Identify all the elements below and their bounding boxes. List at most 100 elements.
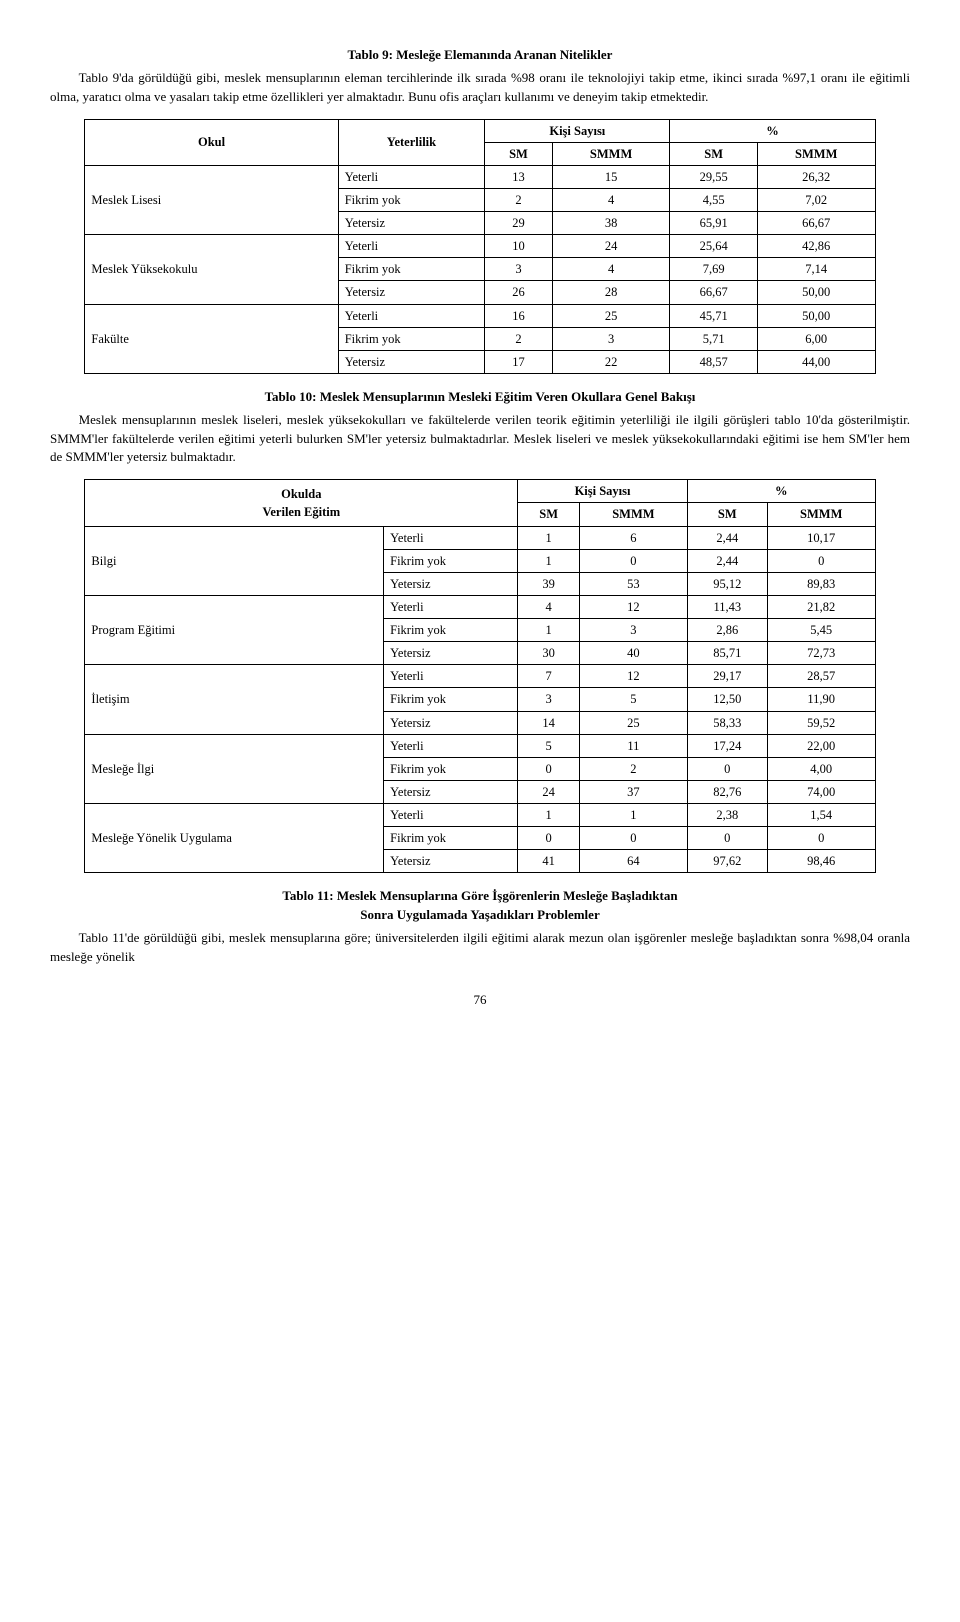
cell: 97,62 (687, 850, 767, 873)
cell: Yeterli (338, 235, 485, 258)
table-row: Mesleğe Yönelik UygulamaYeterli112,381,5… (85, 804, 875, 827)
cell: 2,38 (687, 804, 767, 827)
cell: 2 (485, 188, 553, 211)
cell: 89,83 (767, 572, 875, 595)
cell: 7,14 (757, 258, 875, 281)
cell: 66,67 (757, 212, 875, 235)
cell: 95,12 (687, 572, 767, 595)
cell: 64 (580, 850, 688, 873)
cell: 6,00 (757, 327, 875, 350)
cell: Fikrim yok (384, 619, 518, 642)
t2-hdr-sm: SM (518, 503, 580, 526)
cell: 38 (552, 212, 670, 235)
cell: 14 (518, 711, 580, 734)
cell: Yetersiz (338, 212, 485, 235)
cell: 53 (580, 572, 688, 595)
t2-hdr-smmm: SMMM (580, 503, 688, 526)
cell: Yeterli (384, 804, 518, 827)
cell: 12 (580, 665, 688, 688)
cell: 10 (485, 235, 553, 258)
cell: 4 (552, 258, 670, 281)
table-row: İletişimYeterli71229,1728,57 (85, 665, 875, 688)
cell: Yetersiz (384, 850, 518, 873)
cell: 30 (518, 642, 580, 665)
table-10: Okul Yeterlilik Kişi Sayısı % SM SMMM SM… (84, 119, 875, 374)
cell: 1 (518, 526, 580, 549)
cell: 98,46 (767, 850, 875, 873)
cell: 50,00 (757, 281, 875, 304)
cell: 13 (485, 165, 553, 188)
cell: 2,86 (687, 619, 767, 642)
cell: 41 (518, 850, 580, 873)
cell: Yeterli (384, 526, 518, 549)
cell: 40 (580, 642, 688, 665)
cell: Fikrim yok (338, 327, 485, 350)
cell: Yeterli (384, 595, 518, 618)
cell: 21,82 (767, 595, 875, 618)
cell: 12,50 (687, 688, 767, 711)
cell: 39 (518, 572, 580, 595)
t2-hdr-smmm2: SMMM (767, 503, 875, 526)
cell: 24 (518, 780, 580, 803)
cell: 15 (552, 165, 670, 188)
t2-hdr-col1: Okulda Verilen Eğitim (85, 480, 518, 526)
cell: Yetersiz (338, 350, 485, 373)
cell: 2 (485, 327, 553, 350)
t1-hdr-sm2: SM (670, 142, 757, 165)
paragraph-2: Meslek mensuplarının meslek liseleri, me… (50, 411, 910, 468)
t1-hdr-kisi: Kişi Sayısı (485, 119, 670, 142)
cell: 0 (580, 827, 688, 850)
cell: 16 (485, 304, 553, 327)
cell: 58,33 (687, 711, 767, 734)
cell: 5,71 (670, 327, 757, 350)
cell: Yetersiz (338, 281, 485, 304)
group-name: Program Eğitimi (85, 595, 384, 664)
cell: Fikrim yok (384, 757, 518, 780)
cell: 65,91 (670, 212, 757, 235)
cell: 12 (580, 595, 688, 618)
cell: 2 (580, 757, 688, 780)
cell: 0 (767, 549, 875, 572)
cell: 44,00 (757, 350, 875, 373)
cell: 26 (485, 281, 553, 304)
cell: 0 (687, 757, 767, 780)
cell: 0 (518, 757, 580, 780)
cell: 3 (552, 327, 670, 350)
table-11: Okulda Verilen Eğitim Kişi Sayısı % SM S… (84, 479, 875, 873)
cell: 29,17 (687, 665, 767, 688)
cell: 4 (518, 595, 580, 618)
cell: 3 (485, 258, 553, 281)
cell: 45,71 (670, 304, 757, 327)
paragraph-3: Tablo 11'de görüldüğü gibi, meslek mensu… (50, 929, 910, 967)
cell: 24 (552, 235, 670, 258)
cell: 4 (552, 188, 670, 211)
cell: 0 (767, 827, 875, 850)
cell: 42,86 (757, 235, 875, 258)
group-name: Meslek Yüksekokulu (85, 235, 338, 304)
cell: 29,55 (670, 165, 757, 188)
cell: 4,55 (670, 188, 757, 211)
cell: 22,00 (767, 734, 875, 757)
t1-hdr-sm: SM (485, 142, 553, 165)
cell: 11,90 (767, 688, 875, 711)
cell: 11,43 (687, 595, 767, 618)
cell: 1 (518, 549, 580, 572)
cell: 5,45 (767, 619, 875, 642)
cell: 59,52 (767, 711, 875, 734)
cell: Fikrim yok (338, 188, 485, 211)
t1-hdr-smmm2: SMMM (757, 142, 875, 165)
cell: 50,00 (757, 304, 875, 327)
cell: 17,24 (687, 734, 767, 757)
cell: 82,76 (687, 780, 767, 803)
t1-hdr-pct: % (670, 119, 875, 142)
cell: 28 (552, 281, 670, 304)
table-9-title: Tablo 9: Mesleğe Elemanında Aranan Nitel… (50, 46, 910, 65)
cell: 3 (518, 688, 580, 711)
paragraph-1: Tablo 9'da görüldüğü gibi, meslek mensup… (50, 69, 910, 107)
cell: 25 (580, 711, 688, 734)
cell: 7,02 (757, 188, 875, 211)
t2-hdr-col1b: Verilen Eğitim (263, 505, 341, 519)
cell: 72,73 (767, 642, 875, 665)
cell: 3 (580, 619, 688, 642)
group-name: Fakülte (85, 304, 338, 373)
